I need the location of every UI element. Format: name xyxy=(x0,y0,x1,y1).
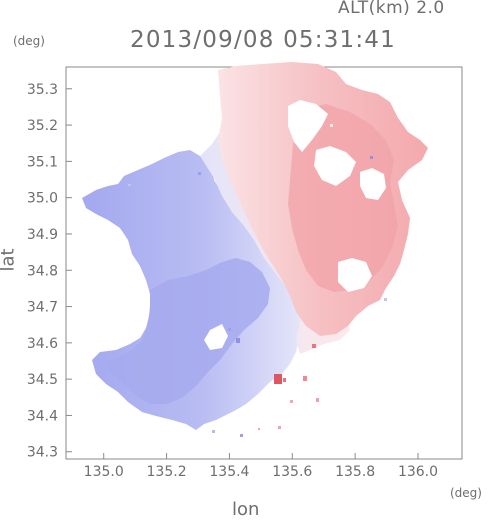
altitude-label: ALT(km) 2.0 xyxy=(338,0,445,18)
y-axis-ticks: 34.3 34.4 34.5 34.6 34.7 34.8 34.9 35.0 35.1 35.2… xyxy=(27,82,72,461)
x-tick-label: 136.0 xyxy=(398,464,438,480)
no-data-hole-1 xyxy=(288,100,328,152)
speckles xyxy=(128,124,387,437)
x-tick-label: 135.0 xyxy=(84,464,124,480)
y-tick-label: 35.0 xyxy=(27,191,58,207)
y-tick-label: 34.7 xyxy=(27,300,58,316)
x-tick-label: 135.4 xyxy=(209,464,249,480)
y-tick-label: 34.8 xyxy=(27,263,58,279)
y-tick-label: 34.6 xyxy=(27,336,58,352)
no-data-hole-6 xyxy=(118,264,134,286)
y-tick-label: 34.9 xyxy=(27,227,58,243)
no-data-hole-3 xyxy=(360,168,386,200)
no-data-hole-2 xyxy=(314,146,356,186)
y-tick-label: 35.2 xyxy=(27,118,58,134)
x-tick-label: 135.8 xyxy=(335,464,375,480)
y-axis-unit: (deg) xyxy=(13,34,45,48)
y-tick-label: 35.1 xyxy=(27,154,58,170)
x-axis-unit: (deg) xyxy=(450,486,482,500)
y-tick-label: 35.3 xyxy=(27,82,58,98)
y-tick-label: 34.3 xyxy=(27,445,58,461)
no-data-hole-4 xyxy=(338,258,372,292)
x-axis-label: lon xyxy=(232,499,260,520)
chart-title-timestamp: 2013/09/08 05:31:41 xyxy=(130,27,396,53)
data-region-positive-core xyxy=(288,104,398,292)
data-region-negative-core xyxy=(104,258,270,404)
x-axis-ticks: 135.0 135.2 135.4 135.6 135.8 136.0 xyxy=(84,453,438,480)
y-tick-label: 34.4 xyxy=(27,408,58,424)
x-tick-label: 135.2 xyxy=(147,464,187,480)
no-data-hole-5 xyxy=(204,324,228,350)
y-tick-label: 34.5 xyxy=(27,372,58,388)
x-tick-label: 135.6 xyxy=(272,464,312,480)
